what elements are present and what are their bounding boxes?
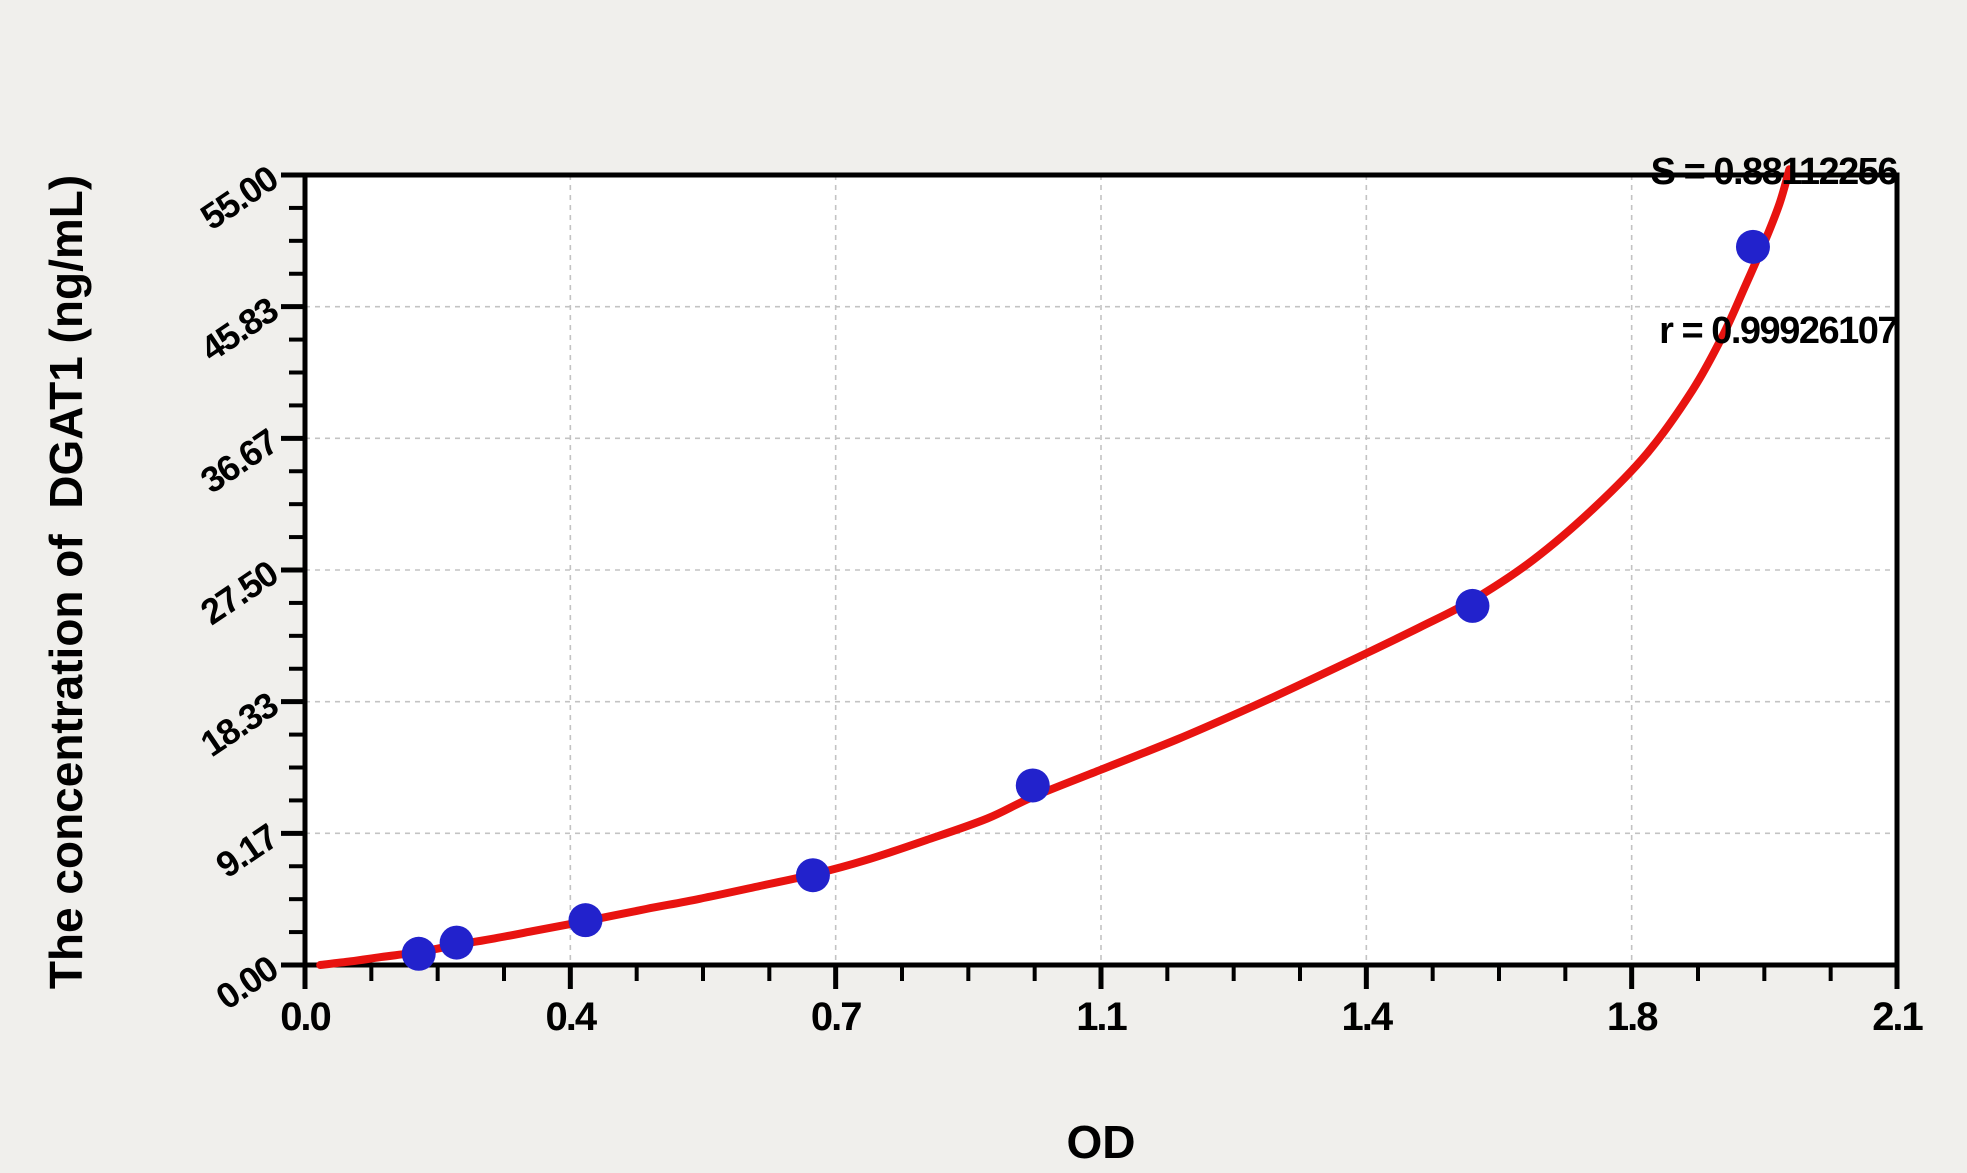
x-tick-label: 2.1 <box>1872 995 1923 1039</box>
data-point <box>1735 229 1770 264</box>
x-tick-label: 0.7 <box>811 995 861 1039</box>
y-tick-label: 9.17 <box>208 816 284 886</box>
data-point <box>401 936 436 971</box>
x-tick-label: 0.4 <box>546 995 598 1039</box>
data-point <box>568 903 603 938</box>
x-tick-label: 1.4 <box>1342 995 1394 1039</box>
r-statistic: r = 0.99926107 <box>1659 310 1898 352</box>
y-tick-label: 36.67 <box>193 421 285 501</box>
x-axis-title: OD <box>1066 1116 1136 1168</box>
fit-statistics: S = 0.88112256 r = 0.99926107 <box>1650 40 1899 464</box>
plot-frame <box>302 172 1900 968</box>
y-tick-label: 0.00 <box>208 947 284 1017</box>
x-tick-label: 1.1 <box>1076 995 1127 1039</box>
y-tick-label: 45.83 <box>193 289 285 369</box>
x-tick-label: 1.8 <box>1607 995 1658 1039</box>
s-statistic: S = 0.88112256 <box>1650 151 1899 193</box>
data-point <box>439 925 474 960</box>
data-point <box>1015 768 1050 803</box>
data-point <box>1455 588 1490 623</box>
data-point <box>795 858 830 893</box>
y-tick-label: 18.33 <box>193 684 285 764</box>
y-axis-title: The concentration of DGAT1 (ng/mL) <box>40 174 92 990</box>
y-tick-label: 55.00 <box>193 157 285 237</box>
fitted-curve <box>316 165 1794 969</box>
x-tick-label: 0.0 <box>280 995 330 1039</box>
y-tick-label: 27.50 <box>193 552 285 632</box>
